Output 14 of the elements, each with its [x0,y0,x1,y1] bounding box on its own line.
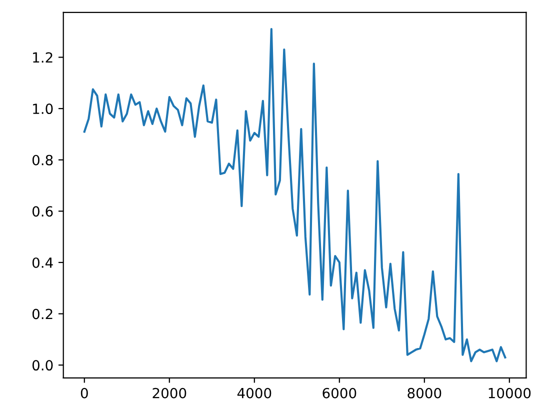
x-tick-label: 0 [80,388,88,398]
x-tick-label: 6000 [322,388,356,398]
x-tick-label: 8000 [408,388,442,398]
x-tick-label: 2000 [152,388,186,398]
y-tick-label: 0.8 [32,154,53,166]
y-tick-label: 1.2 [33,52,52,63]
y-tick-label: 0.2 [32,308,52,320]
y-tick-label: 0.4 [32,257,53,268]
x-tick-label: 10000 [488,388,531,398]
y-tick-label: 1.0 [33,104,53,114]
y-tick-label: 0.6 [32,206,53,217]
x-tick-label: 4000 [237,388,272,398]
y-tick-label: 0.0 [32,360,53,371]
line-series [83,28,506,362]
